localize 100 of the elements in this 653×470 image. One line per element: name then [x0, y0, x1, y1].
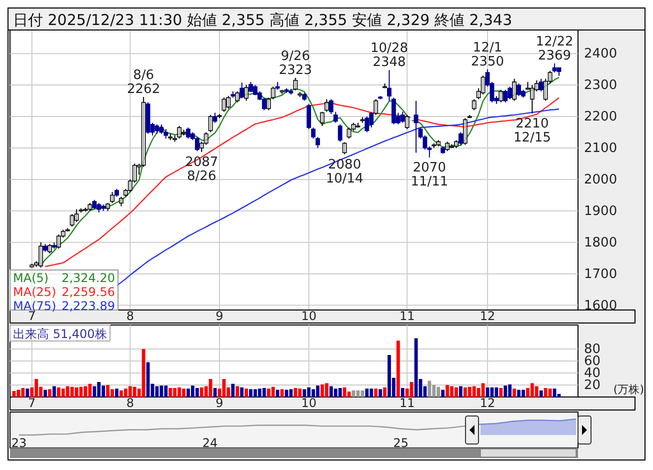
bar — [236, 386, 240, 397]
bar — [459, 386, 462, 397]
chart-title: 日付 2025/12/23 11:30 始値 2,355 高値 2,355 安値 2,329 終値 2,343 — [13, 11, 512, 29]
candlestick — [333, 111, 338, 124]
candlestick — [270, 86, 276, 100]
candlestick — [454, 140, 458, 148]
bar — [342, 387, 346, 397]
text: MA(5) 2,324.20 — [13, 271, 115, 285]
candlestick — [212, 112, 218, 124]
bar — [26, 388, 30, 397]
annotation: 2070 11/11 — [410, 160, 448, 190]
candlestick — [374, 98, 378, 116]
bar — [160, 386, 164, 397]
bar — [539, 390, 543, 397]
bar — [244, 388, 248, 397]
line-series — [116, 108, 560, 286]
bar — [446, 385, 450, 397]
bar — [231, 384, 235, 397]
candlestick — [92, 199, 97, 210]
candlestick — [534, 80, 539, 92]
candlestick — [538, 78, 544, 92]
bar — [347, 392, 351, 397]
candlestick — [235, 90, 240, 103]
bar — [240, 387, 244, 397]
candlestick — [38, 242, 44, 268]
bar — [504, 386, 508, 397]
candlestick — [387, 69, 392, 102]
chart-title: 出来高 51,400株 — [13, 327, 107, 341]
x-tick-label: 9 — [216, 396, 224, 410]
x-tick-label: 25 — [393, 436, 409, 450]
annotation: 2210 12/15 — [513, 116, 551, 146]
candlestick — [476, 88, 481, 100]
candlestick — [222, 97, 226, 112]
bar — [168, 388, 172, 397]
candlestick — [364, 116, 370, 133]
candlestick — [526, 81, 530, 90]
bar — [365, 388, 369, 397]
candlestick — [194, 136, 200, 152]
candlestick — [199, 141, 204, 153]
bar — [396, 340, 400, 397]
bar — [374, 388, 378, 397]
candlestick — [351, 122, 356, 132]
bar — [289, 389, 293, 397]
candlestick — [244, 84, 248, 102]
bar — [378, 389, 382, 397]
candlestick — [503, 89, 508, 103]
bar — [106, 385, 110, 397]
candlestick — [226, 96, 231, 110]
candlestick — [404, 114, 410, 130]
candlestick — [128, 178, 132, 193]
bar — [44, 390, 47, 397]
candlestick — [78, 208, 84, 213]
y-tick-label: 2200 — [584, 110, 618, 125]
candlestick — [172, 134, 178, 142]
candlestick — [382, 82, 387, 89]
candlestick — [414, 100, 418, 154]
candlestick — [346, 127, 352, 140]
x-tick-label: 8 — [126, 396, 134, 410]
candlestick — [360, 116, 365, 124]
candlestick — [208, 114, 213, 133]
annotation: 12/1 2350 — [470, 40, 504, 70]
bar — [115, 388, 118, 397]
y-tick-label: 2000 — [584, 172, 618, 188]
x-tick-label: 10 — [301, 309, 316, 323]
candlestick — [298, 91, 302, 98]
candlestick — [342, 142, 347, 155]
bar — [499, 388, 503, 397]
candlestick — [132, 163, 137, 184]
candlestick — [204, 132, 208, 146]
bar — [534, 386, 538, 397]
y-tick-label: 60 — [584, 354, 601, 369]
candlestick — [141, 96, 146, 168]
bar — [276, 390, 280, 397]
candlestick — [462, 118, 468, 146]
bar — [360, 390, 364, 397]
candlestick — [293, 77, 298, 91]
candlestick — [320, 111, 324, 126]
bar — [432, 385, 436, 397]
candlestick — [56, 234, 61, 250]
bar — [338, 388, 342, 397]
bar — [410, 382, 414, 397]
y-tick-label: 1700 — [584, 266, 618, 282]
candlestick — [74, 208, 79, 222]
candlestick — [458, 132, 463, 146]
candlestick — [432, 142, 436, 148]
candlestick — [177, 125, 182, 140]
y-tick-label: 1800 — [584, 235, 618, 250]
candlestick — [182, 129, 186, 136]
x-tick-label: 9 — [216, 309, 224, 323]
candlestick — [498, 89, 504, 103]
x-tick-label: 23 — [11, 436, 27, 450]
bar — [84, 386, 88, 397]
candlestick — [30, 263, 34, 268]
x-tick-label: 12 — [480, 396, 496, 410]
candlestick — [512, 78, 517, 102]
candlestick — [240, 82, 244, 99]
bar — [52, 386, 56, 397]
y-tick-label: 2100 — [584, 140, 618, 156]
bar — [383, 387, 386, 397]
bar — [548, 388, 552, 397]
